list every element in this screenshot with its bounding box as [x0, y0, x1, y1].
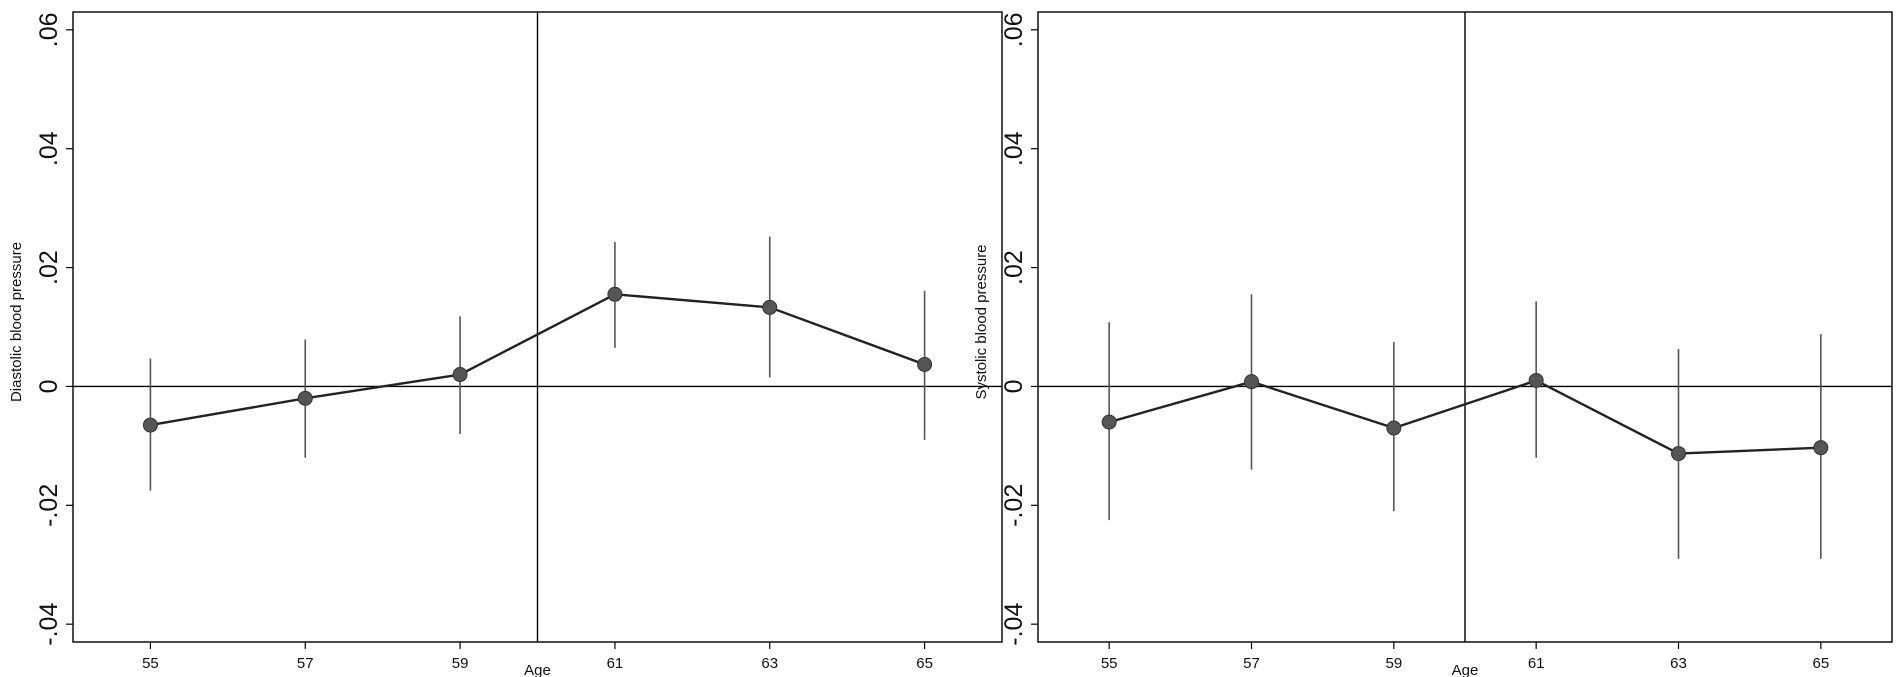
- chart2-xtick-label: 63: [1670, 655, 1687, 672]
- chart1-ytick-label: .04: [35, 131, 63, 166]
- chart1-xtick-label: 65: [916, 655, 933, 672]
- chart1-series-line: [150, 293, 925, 427]
- chart1: -.04 -.02 0 .02 .04 .06 55 57 59 61 63 65 Age Diastol…: [8, 11, 1003, 677]
- chart1-xtick-label: 61: [607, 655, 624, 672]
- chart1-point: [917, 356, 933, 372]
- chart2-ytick-label: -.02: [1000, 484, 1028, 527]
- chart1-ytick-label: -.04: [35, 603, 63, 646]
- chart1-ytick-label: .06: [35, 12, 63, 47]
- chart1-point: [762, 299, 778, 315]
- chart1-xlabel: Age: [524, 662, 551, 677]
- chart1-point: [452, 367, 468, 383]
- chart2-ylabel: Systolic blood pressure: [973, 244, 990, 399]
- chart2-ytick-label: .06: [1000, 12, 1028, 47]
- chart2-point: [1244, 374, 1259, 390]
- chart1-ytick-label: .02: [35, 250, 63, 285]
- chart1-ytick-label: 0: [35, 379, 63, 393]
- chart1-xtick-label: 63: [761, 655, 778, 672]
- chart2-point: [1386, 420, 1402, 436]
- chart2-xtick-label: 55: [1101, 655, 1118, 672]
- chart2-ytick-label: .02: [1000, 250, 1028, 285]
- chart1-xtick-label: 59: [452, 655, 469, 672]
- chart2-xtick-label: 57: [1243, 655, 1260, 672]
- chart2-xtick-label: 59: [1385, 655, 1402, 672]
- chart1-point: [607, 286, 623, 302]
- chart1-xtick-label: 55: [142, 655, 159, 672]
- chart1-point: [142, 417, 158, 433]
- chart2-point: [1813, 440, 1829, 456]
- chart2-ytick-label: -.04: [1000, 603, 1028, 646]
- chart2-series-line: [1108, 379, 1821, 455]
- chart2-point: [1528, 372, 1544, 388]
- chart1-xtick-label: 57: [297, 655, 314, 672]
- chart2-point: [1101, 414, 1117, 430]
- chart1-ytick-label: -.02: [35, 484, 63, 527]
- chart2-ytick-label: 0: [1000, 379, 1028, 393]
- chart2: -.04 -.02 0 .02 .04 .06 55 57 59 61 63 65 Age Systoli…: [973, 11, 1893, 677]
- chart2-xtick-label: 61: [1528, 655, 1545, 672]
- chart1-point: [297, 390, 313, 406]
- chart2-ytick-label: .04: [1000, 131, 1028, 166]
- chart2-xtick-label: 65: [1812, 655, 1829, 672]
- chart2-xlabel: Age: [1452, 662, 1479, 677]
- chart2-point: [1671, 446, 1686, 462]
- chart1-ylabel: Diastolic blood pressure: [8, 242, 25, 402]
